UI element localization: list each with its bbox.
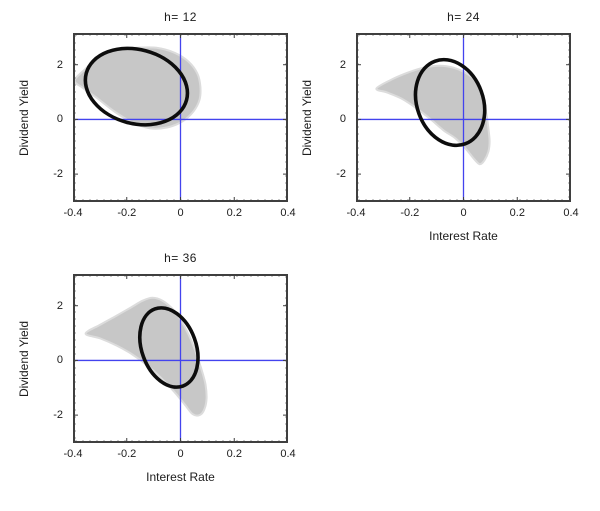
- x-tick-label: -0.2: [117, 207, 137, 219]
- x-tick-label: 0.4: [280, 448, 296, 460]
- x-tick-label: -0.4: [63, 448, 83, 460]
- region-bootstrap-region: [375, 64, 491, 166]
- subplot-title: h= 12: [164, 10, 197, 24]
- plot-area: [356, 33, 571, 202]
- y-tick-label: -2: [53, 168, 63, 181]
- y-tick-label: 2: [56, 299, 63, 312]
- subplot-title: h= 24: [447, 10, 480, 24]
- x-tick-label: -0.2: [117, 448, 137, 460]
- x-tick-label: 0.2: [226, 448, 242, 460]
- ellipse-confidence-ellipse: [138, 306, 200, 389]
- x-tick-label: 0: [177, 448, 184, 460]
- y-tick-label: 2: [339, 58, 346, 71]
- y-tick-label: 0: [56, 113, 63, 126]
- x-tick-label: 0.2: [226, 207, 242, 219]
- x-tick-label: -0.4: [63, 207, 83, 219]
- ellipse-confidence-ellipse: [413, 57, 487, 148]
- y-tick-label: -2: [336, 168, 346, 181]
- x-axis-label: Interest Rate: [429, 229, 498, 243]
- x-tick-label: 0: [177, 207, 184, 219]
- ellipse-confidence-ellipse: [83, 46, 190, 127]
- axes-frame: [356, 33, 571, 202]
- x-axis-label: Interest Rate: [146, 470, 215, 484]
- x-tick-label: 0: [460, 207, 467, 219]
- y-tick-label: 0: [339, 113, 346, 126]
- axes-frame: [73, 274, 288, 443]
- axes-frame: [73, 33, 288, 202]
- x-tick-label: 0.4: [563, 207, 579, 219]
- x-tick-label: 0.4: [280, 207, 296, 219]
- x-tick-label: 0.2: [509, 207, 525, 219]
- y-tick-label: -2: [53, 409, 63, 422]
- y-tick-label: 0: [56, 354, 63, 367]
- x-tick-label: -0.2: [400, 207, 420, 219]
- subplot-title: h= 36: [164, 251, 197, 265]
- y-tick-label: 2: [56, 58, 63, 71]
- x-tick-label: -0.4: [346, 207, 366, 219]
- plot-area: [73, 33, 288, 202]
- plot-area: [73, 274, 288, 443]
